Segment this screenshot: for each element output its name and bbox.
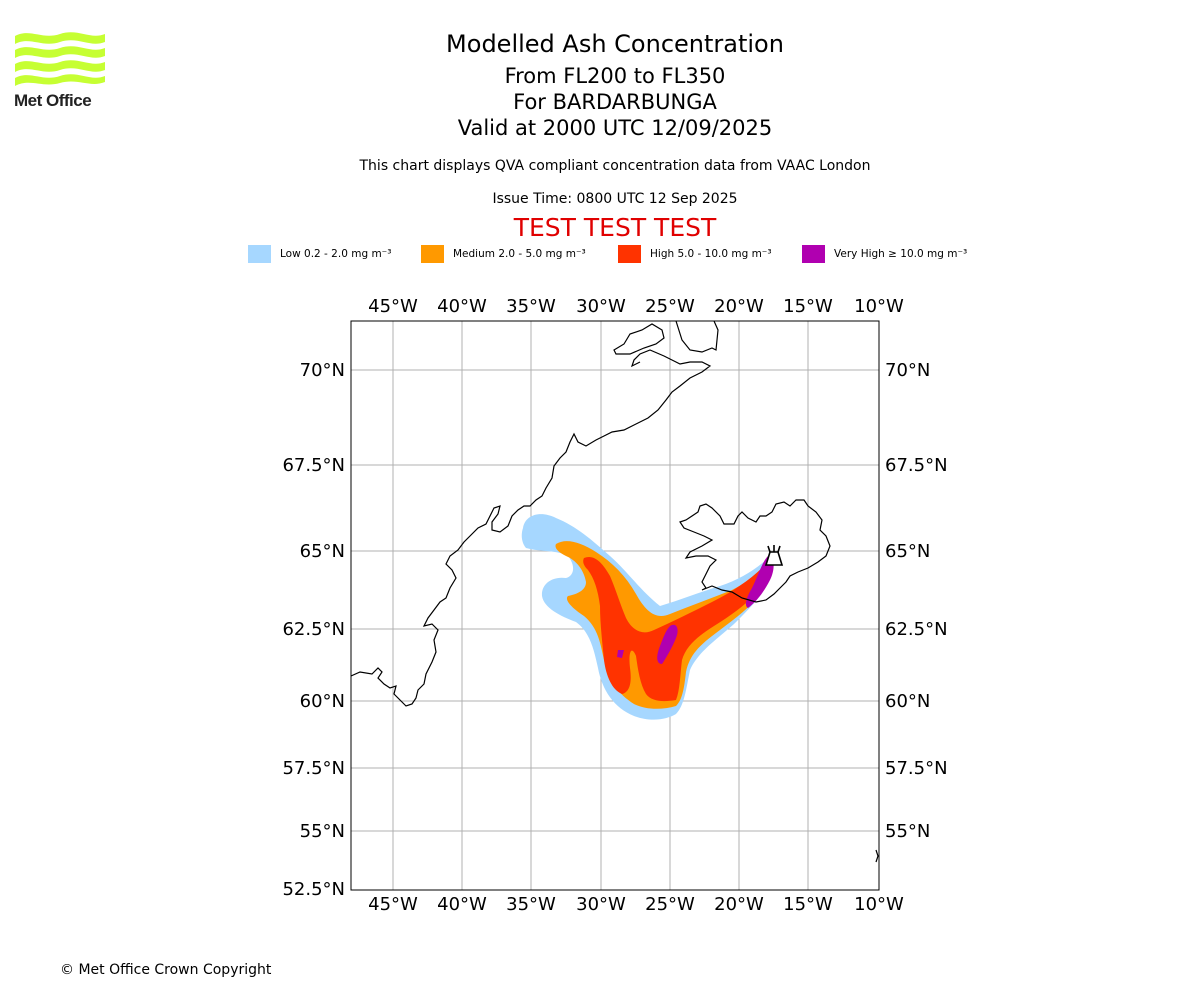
lat-tick-left-55n: 55°N [300, 821, 345, 842]
met-office-waves-icon [15, 32, 105, 86]
copyright-notice: © Met Office Crown Copyright [60, 962, 272, 978]
volcano-name: For BARDARBUNGA [513, 90, 717, 114]
coastlines [351, 321, 879, 863]
flight-level-range: From FL200 to FL350 [504, 64, 726, 88]
chart-description: This chart displays QVA compliant concen… [359, 158, 871, 174]
lon-tick-top-40w: 40°W [437, 296, 487, 317]
greenland-coast [351, 349, 712, 707]
legend-label-high: High 5.0 - 10.0 mg m⁻³ [650, 248, 772, 260]
lon-tick-top-15w: 15°W [783, 296, 833, 317]
lat-tick-right-67-5n: 67.5°N [885, 455, 948, 476]
legend-swatch-medium [421, 245, 444, 263]
lon-tick-top-25w: 25°W [645, 296, 695, 317]
greenland-north-coast [613, 323, 665, 355]
lon-tick-bottom-20w: 20°W [714, 894, 764, 915]
faroe-coast [875, 849, 879, 863]
lat-tick-right-65n: 65°N [885, 541, 930, 562]
lon-tick-bottom-10w: 10°W [854, 894, 904, 915]
lon-tick-top-30w: 30°W [576, 296, 626, 317]
ash-area-very-high [745, 556, 774, 608]
greenland-north-coast-2 [675, 321, 719, 353]
ash-area-very-high-2 [657, 624, 678, 664]
met-office-logo: Met Office [12, 28, 112, 113]
iceland-coast [679, 499, 831, 603]
legend-label-low: Low 0.2 - 2.0 mg m⁻³ [280, 248, 392, 260]
valid-time: Valid at 2000 UTC 12/09/2025 [457, 116, 773, 140]
lat-tick-right-55n: 55°N [885, 821, 930, 842]
lon-tick-top-35w: 35°W [506, 296, 556, 317]
lon-tick-bottom-40w: 40°W [437, 894, 487, 915]
map-frame [350, 320, 880, 891]
lat-tick-right-62-5n: 62.5°N [885, 619, 948, 640]
lon-tick-top-10w: 10°W [854, 296, 904, 317]
legend-swatch-low [248, 245, 271, 263]
lat-tick-left-60n: 60°N [300, 691, 345, 712]
lat-tick-left-57-5n: 57.5°N [282, 758, 345, 779]
lat-tick-right-60n: 60°N [885, 691, 930, 712]
lat-tick-left-65n: 65°N [300, 541, 345, 562]
lat-tick-left-70n: 70°N [300, 360, 345, 381]
legend-label-medium: Medium 2.0 - 5.0 mg m⁻³ [453, 248, 586, 260]
lon-tick-bottom-25w: 25°W [645, 894, 695, 915]
lat-tick-left-52-5n: 52.5°N [282, 879, 345, 900]
lon-tick-top-20w: 20°W [714, 296, 764, 317]
lat-tick-right-70n: 70°N [885, 360, 930, 381]
legend-label-very-high: Very High ≥ 10.0 mg m⁻³ [834, 248, 968, 260]
test-banner: TEST TEST TEST [513, 213, 717, 242]
chart-title: Modelled Ash Concentration [446, 30, 784, 58]
lon-tick-top-45w: 45°W [368, 296, 418, 317]
volcano-icon [764, 545, 784, 566]
lon-tick-bottom-45w: 45°W [368, 894, 418, 915]
issue-time: Issue Time: 0800 UTC 12 Sep 2025 [492, 191, 738, 207]
lat-tick-left-62-5n: 62.5°N [282, 619, 345, 640]
met-office-logo-text: Met Office [14, 91, 92, 110]
legend-item-low: Low 0.2 - 2.0 mg m⁻³ [248, 244, 391, 264]
lon-tick-bottom-15w: 15°W [783, 894, 833, 915]
lon-tick-bottom-35w: 35°W [506, 894, 556, 915]
legend-item-medium: Medium 2.0 - 5.0 mg m⁻³ [421, 244, 586, 264]
legend-item-high: High 5.0 - 10.0 mg m⁻³ [618, 244, 772, 264]
legend-swatch-very-high [802, 245, 825, 263]
lon-tick-bottom-30w: 30°W [576, 894, 626, 915]
legend-item-very-high: Very High ≥ 10.0 mg m⁻³ [802, 244, 967, 264]
ash-area-very-high-3 [617, 650, 624, 658]
lat-tick-left-67-5n: 67.5°N [282, 455, 345, 476]
lat-tick-right-57-5n: 57.5°N [885, 758, 948, 779]
legend-swatch-high [618, 245, 641, 263]
